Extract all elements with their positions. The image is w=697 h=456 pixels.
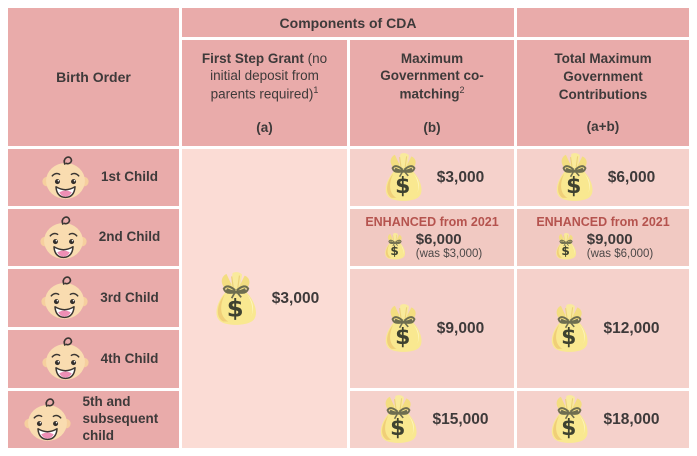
co-matching-header: Maximum Government co-matching2 (b): [350, 40, 514, 146]
total-3rd-4th-child-cell: $ $12,000: [517, 269, 689, 388]
co-matching-amount: $15,000: [432, 410, 489, 428]
row-label: 2nd Child: [98, 229, 161, 245]
svg-text:$: $: [395, 174, 410, 199]
co-matching-5th-child-cell: $ $15,000: [350, 391, 514, 448]
co-matching-amount: $3,000: [436, 168, 485, 186]
baby-face-icon: [40, 215, 87, 260]
total-amount: $6,000: [607, 168, 656, 186]
total-contributions-header: Total Maximum Government Contributions (…: [517, 40, 689, 146]
row-label: 1st Child: [100, 169, 158, 185]
co-matching-3rd-4th-child-cell: $ $9,000: [350, 269, 514, 388]
first-step-grant-title: First Step Grant (no initial deposit fro…: [201, 50, 328, 102]
money-bag-icon: $: [380, 153, 427, 202]
baby-face-icon: [42, 155, 89, 200]
total-amount: $9,000: [586, 230, 633, 248]
money-bag-icon: $: [546, 304, 593, 353]
co-matching-amount: $9,000: [436, 319, 485, 337]
footnote-1: 1: [313, 85, 319, 96]
column-key-ab: (a+b): [586, 119, 620, 135]
svg-text:$: $: [562, 325, 577, 350]
co-matching-2nd-child-cell: ENHANCED from 2021 $ $6,000 (was $3,000): [350, 209, 514, 266]
svg-text:$: $: [226, 293, 243, 322]
money-bag-icon: $: [553, 232, 579, 260]
row-1st-child: 1st Child: [8, 149, 179, 206]
money-bag-icon: $: [546, 395, 593, 444]
previous-amount: (was $3,000): [415, 248, 483, 261]
co-matching-1st-child-cell: $ $3,000: [350, 149, 514, 206]
birth-order-header: Birth Order: [8, 8, 179, 146]
row-label: 4th Child: [100, 350, 159, 366]
row-4th-child: 4th Child: [8, 330, 179, 388]
column-key-b: (b): [423, 119, 441, 135]
money-bag-icon: $: [382, 232, 408, 260]
money-bag-icon: $: [375, 395, 422, 444]
total-5th-child-cell: $ $18,000: [517, 391, 689, 448]
first-step-grant-value-cell: $ $3,000: [182, 149, 347, 448]
grant-amount: $3,000: [271, 289, 320, 307]
total-1st-child-cell: $ $6,000: [517, 149, 689, 206]
previous-amount: (was $6,000): [586, 248, 654, 261]
total-contributions-title: Total Maximum Government Contributions: [554, 50, 652, 102]
svg-text:$: $: [391, 416, 406, 441]
money-bag-icon: $: [210, 271, 262, 326]
svg-text:$: $: [390, 244, 398, 258]
baby-face-icon: [42, 337, 89, 381]
row-3rd-child: 3rd Child: [8, 269, 179, 327]
header-spacer-cell: [517, 8, 689, 37]
svg-text:$: $: [566, 174, 581, 199]
svg-text:$: $: [562, 416, 577, 441]
total-2nd-child-cell: ENHANCED from 2021 $ $9,000 (was $6,000): [517, 209, 689, 266]
enhanced-badge: ENHANCED from 2021: [365, 214, 499, 229]
cda-components-table: Birth Order Components of CDA First Step…: [8, 8, 689, 448]
row-label: 5th and subsequent child: [82, 394, 159, 443]
row-label: 3rd Child: [100, 289, 159, 305]
row-5th-child: 5th and subsequent child: [8, 391, 179, 448]
enhanced-badge: ENHANCED from 2021: [536, 214, 670, 229]
baby-face-icon: [41, 276, 88, 320]
svg-text:$: $: [395, 325, 410, 350]
baby-face-icon: [23, 397, 71, 442]
components-of-cda-header: Components of CDA: [182, 8, 514, 37]
money-bag-icon: $: [551, 153, 598, 202]
total-amount: $18,000: [603, 410, 660, 428]
money-bag-icon: $: [380, 304, 427, 353]
svg-text:$: $: [561, 244, 569, 258]
column-key-a: (a): [256, 119, 273, 135]
row-2nd-child: 2nd Child: [8, 209, 179, 266]
first-step-grant-header: First Step Grant (no initial deposit fro…: [182, 40, 347, 146]
total-amount: $12,000: [603, 319, 660, 337]
co-matching-amount: $6,000: [415, 230, 462, 248]
footnote-2: 2: [459, 85, 465, 96]
co-matching-title: Maximum Government co-matching2: [380, 50, 484, 102]
